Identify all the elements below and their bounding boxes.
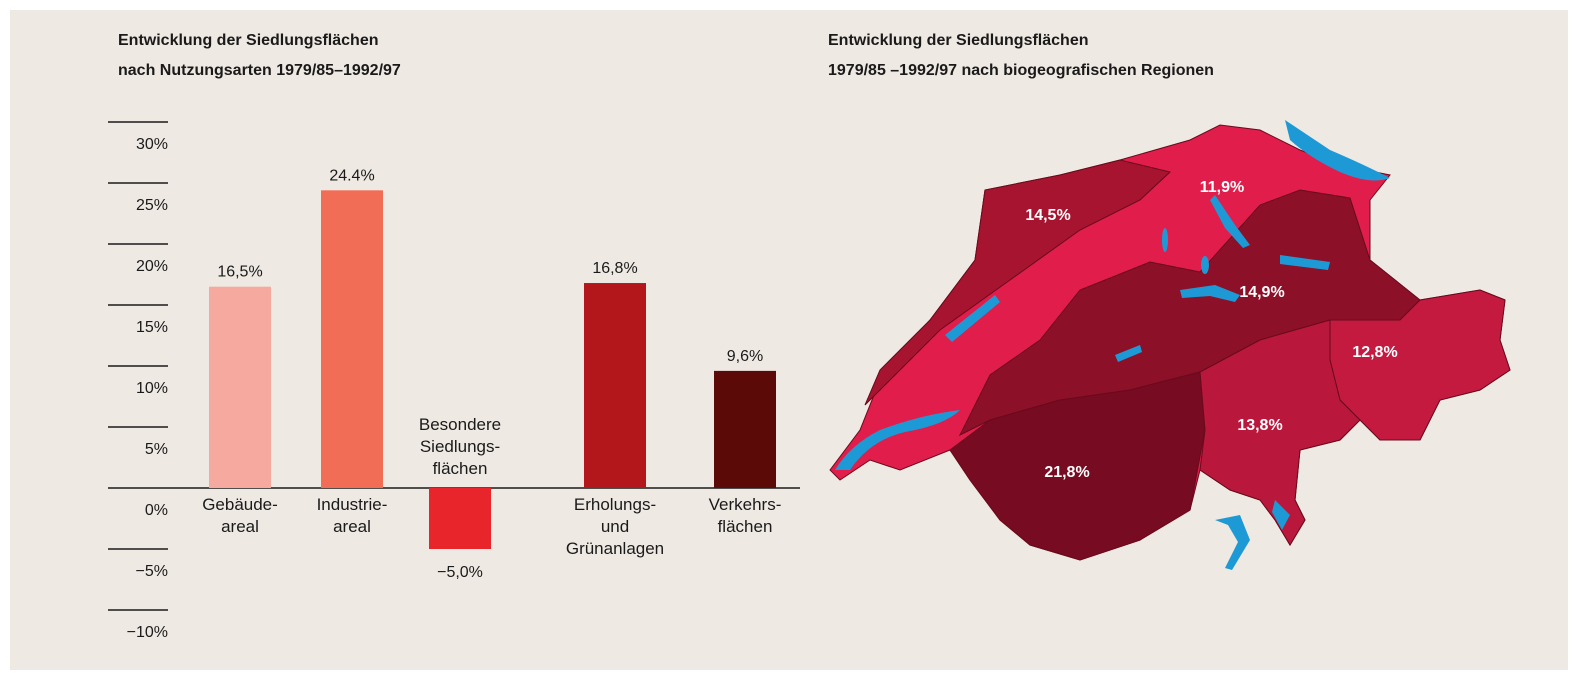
y-tick-label: −10% (127, 624, 168, 641)
region (864, 159, 1172, 406)
x-tick-label: Industrie- areal (316, 495, 388, 536)
bar (714, 370, 776, 488)
lake (1215, 515, 1250, 570)
lake (1180, 285, 1240, 302)
value-label: 16,5% (217, 264, 262, 281)
lake (1285, 120, 1390, 181)
value-label: 16,8% (592, 260, 637, 277)
map-subtitle: 1979/85 –1992/97 nach biogeografischen R… (828, 62, 1214, 79)
y-tick-label: 5% (145, 441, 168, 458)
value-label: 24.4% (329, 167, 374, 184)
y-tick-label: −5% (136, 563, 168, 580)
lake (1210, 195, 1250, 248)
lake (1162, 228, 1168, 252)
region-label: 14,5% (1025, 207, 1070, 224)
x-tick-label: Besondere Siedlungs- flächen (418, 415, 502, 478)
bar (321, 190, 383, 488)
bar-subtitle: nach Nutzungsarten 1979/85–1992/97 (118, 62, 401, 79)
y-tick-label: 20% (136, 258, 168, 275)
lake (945, 295, 1000, 342)
x-tick-label: Erholungs- und Grünanlagen (565, 495, 665, 558)
bar (209, 286, 271, 488)
region (1199, 319, 1361, 546)
y-tick-label: 10% (136, 380, 168, 397)
region (949, 371, 1206, 561)
bar (584, 283, 646, 488)
y-tick-label: 30% (136, 136, 168, 153)
lake (835, 410, 960, 470)
region-label: 14,9% (1239, 284, 1284, 301)
map-title: Entwicklung der Siedlungsflächen (828, 32, 1088, 49)
region-label: 11,9% (1200, 179, 1244, 196)
bar-title: Entwicklung der Siedlungsflächen (118, 32, 378, 49)
region-label: 13,8% (1237, 417, 1282, 434)
lake (1280, 255, 1330, 270)
y-tick-label: 15% (136, 319, 168, 336)
bar (429, 488, 491, 549)
y-tick-label: 0% (145, 502, 168, 519)
lake (1201, 256, 1209, 274)
lake (1272, 500, 1290, 530)
x-tick-label: Gebäude- areal (202, 495, 278, 536)
region-label: 12,8% (1352, 344, 1397, 361)
region-label: 21,8% (1044, 464, 1089, 481)
lake (1115, 345, 1142, 362)
y-tick-label: 25% (136, 197, 168, 214)
value-label: 9,6% (727, 348, 763, 365)
lakes (835, 120, 1390, 570)
x-tick-label: Verkehrs- flächen (708, 495, 782, 536)
value-label: −5,0% (437, 564, 483, 581)
